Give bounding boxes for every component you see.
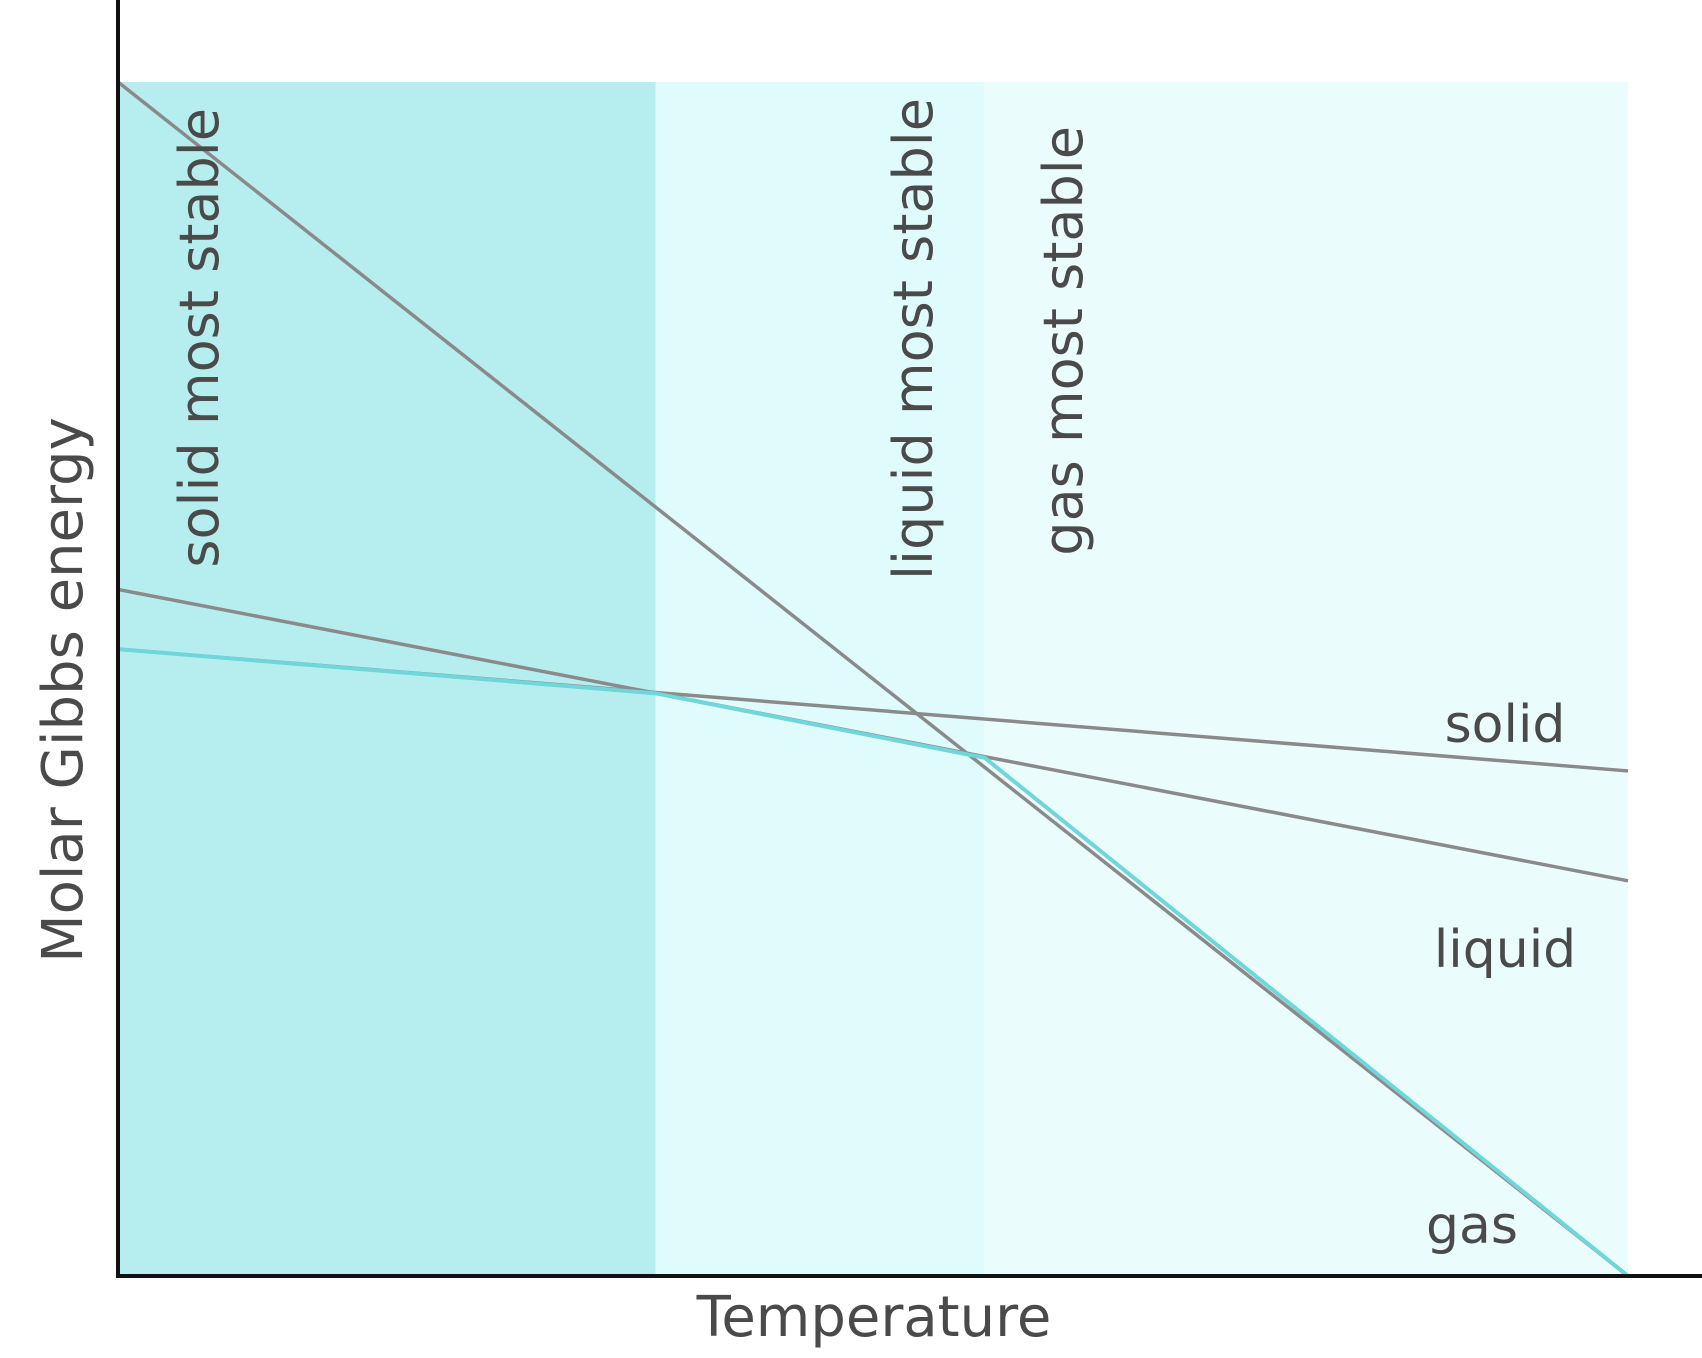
stability-regions — [118, 82, 1628, 1276]
region-labels: solid most stable liquid most stable gas m… — [168, 98, 1095, 580]
series-label-gas: gas — [1426, 1196, 1518, 1256]
series-line-gas — [116, 80, 1630, 1278]
region-label-solid: solid most stable — [168, 108, 231, 568]
series-label-liquid: liquid — [1434, 920, 1576, 980]
axes — [116, 0, 1702, 1278]
x-axis-label: Temperature — [696, 1285, 1052, 1350]
series-lines — [116, 80, 1630, 1278]
series-labels: solid liquid gas — [1426, 695, 1576, 1256]
series-label-solid: solid — [1445, 695, 1566, 755]
region-band-solid — [118, 82, 656, 1276]
y-axis-label: Molar Gibbs energy — [31, 417, 96, 962]
region-label-liquid: liquid most stable — [882, 98, 945, 580]
stable-phase-envelope-line — [117, 647, 1630, 1278]
region-label-gas: gas most stable — [1032, 126, 1095, 556]
region-band-liquid — [655, 82, 985, 1276]
region-band-gas — [984, 82, 1628, 1276]
